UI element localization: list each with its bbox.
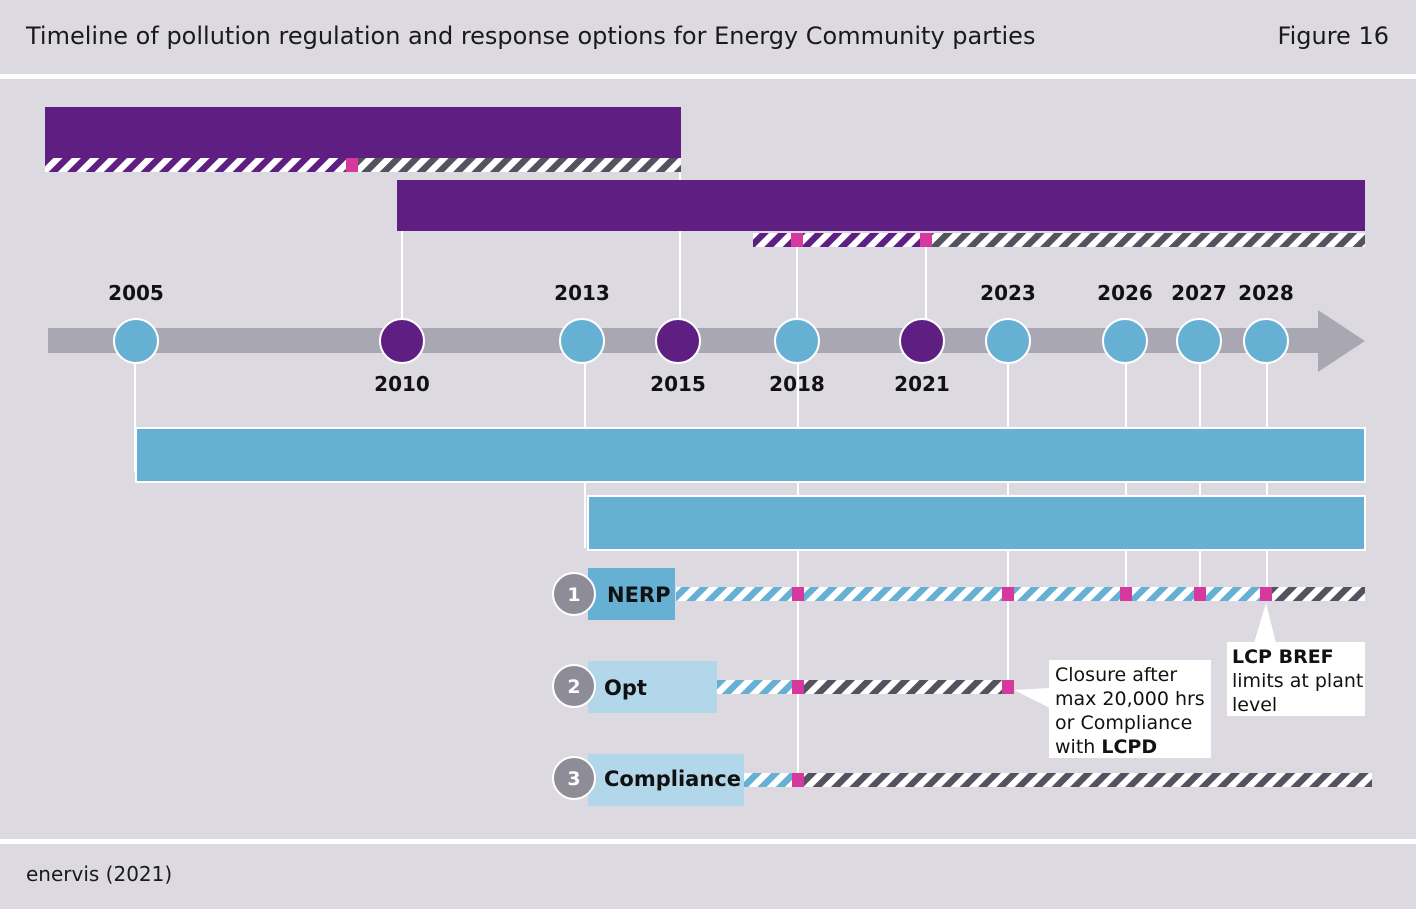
marker-opt-2018 (792, 680, 804, 694)
event-year-2021: 2021 (894, 372, 950, 396)
event-circle-2013 (559, 318, 605, 364)
event-circle-2026 (1102, 318, 1148, 364)
option-number-circle-1 (552, 572, 596, 616)
event-circle-2015 (655, 318, 701, 364)
option-label-opt: Opt (604, 676, 647, 700)
callout-bref: LCP BREF limits at plant level (1227, 603, 1365, 716)
marker-nerp-2026 (1120, 587, 1132, 601)
marker-opt-2023 (1002, 680, 1014, 694)
callout-closure-line4-bold: LCPD (1101, 736, 1157, 758)
marker-nerp-2023 (1002, 587, 1014, 601)
option-number-2: 2 (567, 676, 580, 698)
source-note: enervis (2021) (26, 862, 173, 886)
event-year-2028: 2028 (1238, 281, 1294, 305)
callout-closure-pointer (1014, 688, 1050, 708)
callout-bref-line1: LCP BREF (1232, 646, 1334, 668)
option-box-nerp (588, 568, 675, 620)
callout-bref-pointer (1254, 603, 1276, 643)
event-circle-2028 (1243, 318, 1289, 364)
event-year-2027: 2027 (1171, 281, 1227, 305)
event-year-2018: 2018 (769, 372, 825, 396)
hatch-nerp-blue (676, 587, 1365, 601)
callout-closure-line3: or Compliance (1055, 712, 1192, 734)
event-year-2013: 2013 (554, 281, 610, 305)
callout-closure-box (1049, 660, 1211, 758)
callout-closure: Closure after max 20,000 hrs or Complian… (1014, 660, 1211, 758)
timeline-events: 2005 2010 2013 2015 2018 2021 2023 2026 2027 2028 (108, 281, 1294, 396)
option-box-compliance (588, 754, 744, 806)
marker-compliance-2018 (792, 773, 804, 787)
marker-nerp-2028 (1260, 587, 1272, 601)
option-label-nerp: NERP (607, 583, 670, 607)
header: Timeline of pollution regulation and res… (0, 0, 1416, 74)
event-year-2005: 2005 (108, 281, 164, 305)
event-circle-2005 (113, 318, 159, 364)
callout-closure-line4-prefix: with (1055, 736, 1101, 758)
option-row-nerp: NERP 1 (552, 568, 1365, 620)
event-circle-2023 (985, 318, 1031, 364)
hatch-dark-1 (352, 158, 681, 172)
option-number-circle-2 (552, 664, 596, 708)
event-year-2015: 2015 (650, 372, 706, 396)
marker-nerp-2027 (1194, 587, 1206, 601)
event-circle-2021 (899, 318, 945, 364)
marker-2012 (346, 158, 358, 172)
option-box-opt (588, 661, 717, 713)
footer-separator (0, 839, 1416, 844)
hatch-nerp-dark (1267, 587, 1365, 601)
event-year-2026: 2026 (1097, 281, 1153, 305)
option-row-opt: Opt 2 (552, 661, 1014, 713)
figure-number: Figure 16 (1277, 22, 1389, 50)
page-title: Timeline of pollution regulation and res… (26, 22, 1036, 50)
hatch-opt-dark (798, 680, 1008, 694)
blue-bar-1 (135, 427, 1366, 483)
hatch-compliance-blue (744, 773, 798, 787)
blue-bar-2 (587, 495, 1366, 551)
event-circle-2018 (774, 318, 820, 364)
callout-closure-line1: Closure after (1055, 664, 1177, 686)
marker-2018-top (791, 233, 803, 247)
option-label-compliance: Compliance (604, 767, 741, 791)
timeline-arrowhead (1318, 310, 1365, 372)
purple-bar-2 (397, 180, 1365, 231)
option-number-3: 3 (567, 768, 580, 790)
event-year-2010: 2010 (374, 372, 430, 396)
hatch-compliance-dark (744, 773, 1372, 787)
timeline-diagram: 2005 2010 2013 2015 2018 2021 2023 2026 2027 2028… (45, 107, 1372, 806)
event-circle-2010 (379, 318, 425, 364)
option-number-1: 1 (567, 584, 580, 606)
event-year-2023: 2023 (980, 281, 1036, 305)
marker-2021-top (920, 233, 932, 247)
marker-nerp-2018 (792, 587, 804, 601)
option-row-compliance: Compliance 3 (552, 754, 1372, 806)
hatch-dark-2 (926, 233, 1365, 247)
callout-bref-box (1227, 642, 1365, 716)
callout-bref-line2: limits at plant (1232, 670, 1363, 692)
option-number-circle-3 (552, 756, 596, 800)
callout-closure-line2: max 20,000 hrs (1055, 688, 1205, 710)
header-separator (0, 74, 1416, 79)
purple-bar-1 (45, 107, 681, 158)
callout-bref-line3: level (1232, 694, 1277, 716)
callout-closure-line4: with LCPD (1055, 736, 1157, 758)
event-circle-2027 (1176, 318, 1222, 364)
